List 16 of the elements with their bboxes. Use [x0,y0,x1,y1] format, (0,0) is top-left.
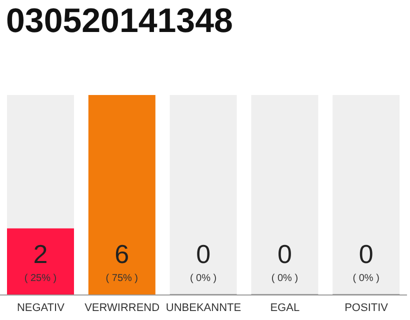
x-tick-label: VERWIRREND [84,302,160,314]
data-label: 6 [114,239,130,269]
x-tick-label: POSITIV [344,302,389,314]
data-label: 2 [33,239,48,269]
x-tick-label: EGAL [270,302,300,314]
data-label: 0 [277,239,292,269]
x-tick-label: UNBEKANNTE [166,302,242,314]
annotation: ( 75% ) [106,273,138,284]
annotation: ( 0% ) [352,273,380,284]
x-tick-label: NEGATIV [16,302,66,314]
data-label: 0 [358,239,374,269]
data-label: 0 [196,239,211,269]
chart-title: 030520141348 [6,2,233,41]
annotation: ( 25% ) [24,273,57,284]
annotation: ( 0% ) [271,273,298,284]
annotation: ( 0% ) [190,273,217,284]
